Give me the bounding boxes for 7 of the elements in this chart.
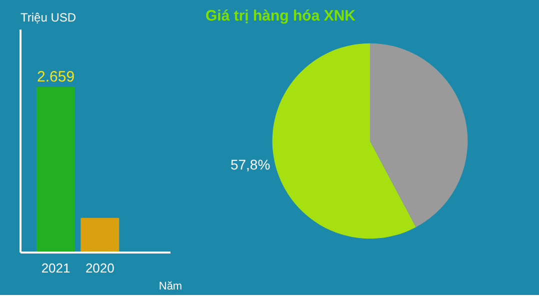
data-label: 2.659 [37, 68, 75, 86]
x-axis-title: Năm [158, 280, 182, 292]
data-label: 57,8% [230, 156, 270, 172]
x-tick-label: 2021 [41, 260, 70, 276]
chart-title: Giá trị hàng hóa XNK [206, 8, 356, 24]
y-axis-title: Triệu USD [20, 10, 76, 24]
x-tick-label: 2020 [85, 260, 114, 276]
